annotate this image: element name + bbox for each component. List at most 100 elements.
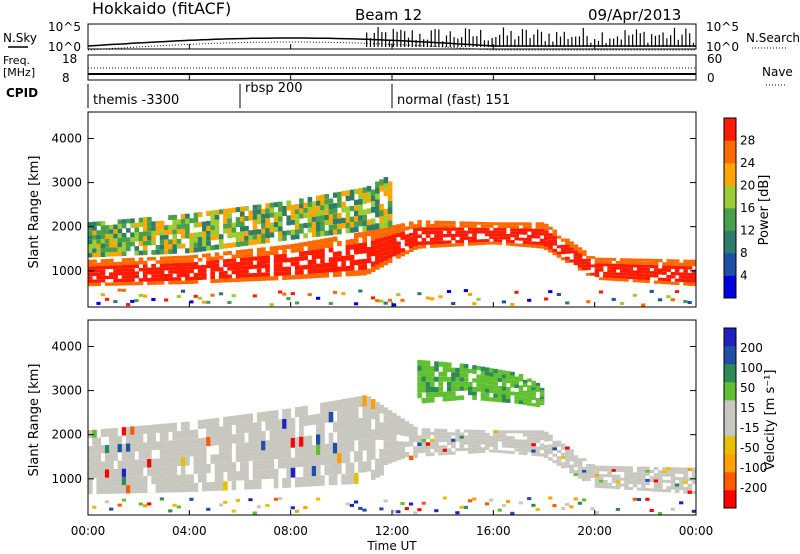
heatmap-cell [185, 474, 190, 484]
heatmap-cell [607, 274, 612, 278]
heatmap-cell [451, 237, 456, 241]
heatmap-cell [126, 237, 131, 242]
heatmap-cell [193, 280, 199, 284]
heatmap-cell [442, 435, 448, 439]
heatmap-cell [121, 468, 127, 477]
heatmap-cell [244, 257, 249, 262]
heatmap-cell [383, 499, 388, 503]
heatmap-cell [489, 441, 494, 445]
heatmap-cell [413, 511, 418, 515]
heatmap-cell [121, 452, 127, 461]
heatmap-cell [417, 376, 422, 382]
heatmap-cell [531, 439, 536, 444]
heatmap-cell [299, 477, 304, 488]
heatmap-cell [611, 477, 617, 481]
heatmap-cell [168, 423, 173, 432]
heatmap-cell [510, 379, 515, 384]
heatmap-cell [362, 225, 367, 232]
heatmap-cell [193, 262, 199, 266]
heatmap-cell [303, 202, 308, 208]
heatmap-cell [328, 257, 334, 263]
heatmap-cell [244, 480, 249, 490]
heatmap-cell [636, 472, 642, 476]
date-title: 09/Apr/2013 [588, 6, 681, 24]
heatmap-cell [147, 425, 152, 434]
heatmap-cell [172, 229, 177, 235]
heatmap-cell [425, 241, 431, 245]
heatmap-cell [658, 485, 663, 489]
heatmap-cell [417, 392, 422, 399]
heatmap-cell [670, 470, 676, 474]
heatmap-cell [286, 244, 291, 249]
heatmap-cell [590, 507, 595, 511]
heatmap-cell [172, 239, 177, 245]
heatmap-cell [379, 457, 384, 467]
heatmap-cell [425, 227, 431, 231]
heatmap-cell [489, 233, 494, 237]
heatmap-cell [345, 222, 351, 228]
heatmap-cell [193, 242, 199, 248]
heatmap-cell [100, 225, 106, 230]
heatmap-cell [362, 439, 367, 451]
heatmap-cell [121, 223, 127, 229]
heatmap-cell [548, 447, 553, 451]
heatmap-cell [624, 475, 629, 478]
heatmap-cell [214, 454, 220, 464]
heatmap-cell [522, 401, 528, 405]
heatmap-cell [121, 271, 127, 276]
heatmap-cell [649, 261, 655, 265]
heatmap-cell [552, 252, 557, 256]
heatmap-cell [231, 258, 237, 263]
heatmap-cell [126, 303, 131, 307]
heatmap-cell [197, 257, 203, 262]
heatmap-cell [88, 478, 93, 487]
heatmap-cell [332, 453, 338, 464]
heatmap-cell [138, 476, 144, 485]
heatmap-cell [332, 261, 338, 267]
heatmap-cell [539, 245, 545, 249]
heatmap-cell [358, 232, 363, 238]
heatmap-cell [396, 441, 401, 448]
heatmap-cell [679, 272, 684, 276]
heatmap-cell [375, 249, 380, 255]
heatmap-cell [674, 281, 680, 285]
colorbar-tick-label: 100 [740, 361, 763, 375]
heatmap-cell [560, 452, 566, 456]
heatmap-cell [176, 277, 182, 281]
heatmap-cell [434, 366, 439, 372]
heatmap-cell [586, 478, 591, 481]
heatmap-cell [223, 213, 228, 219]
heatmap-cell [185, 269, 190, 274]
heatmap-cell [573, 253, 579, 257]
colorbar-tick-label: 15 [740, 401, 755, 415]
heatmap-cell [514, 384, 519, 389]
heatmap-cell [370, 250, 376, 257]
heatmap-cell [565, 238, 570, 242]
heatmap-cell [459, 438, 465, 442]
heatmap-cell [649, 469, 655, 473]
heatmap-cell [332, 463, 338, 475]
heatmap-cell [387, 448, 393, 456]
heatmap-cell [506, 430, 511, 434]
heatmap-cell [582, 253, 587, 256]
heatmap-cell [438, 224, 443, 228]
heatmap-cell [362, 264, 367, 270]
heatmap-cell [400, 453, 405, 459]
heatmap-cell [649, 488, 655, 492]
heatmap-cell [379, 232, 384, 238]
heatmap-cell [176, 273, 182, 278]
heatmap-cell [290, 244, 296, 249]
heatmap-cell [240, 257, 245, 262]
heatmap-cell [683, 262, 688, 267]
heatmap-cell [417, 292, 422, 296]
heatmap-cell [240, 253, 245, 258]
cpid-label: CPID [6, 86, 38, 100]
heatmap-cell [294, 261, 300, 266]
heatmap-cell [446, 435, 452, 439]
heatmap-cell [117, 278, 123, 283]
heatmap-cell [556, 462, 562, 466]
heatmap-cell [641, 273, 646, 277]
heatmap-cell [565, 449, 570, 453]
heatmap-cell [185, 262, 190, 267]
heatmap-cell [316, 221, 321, 227]
